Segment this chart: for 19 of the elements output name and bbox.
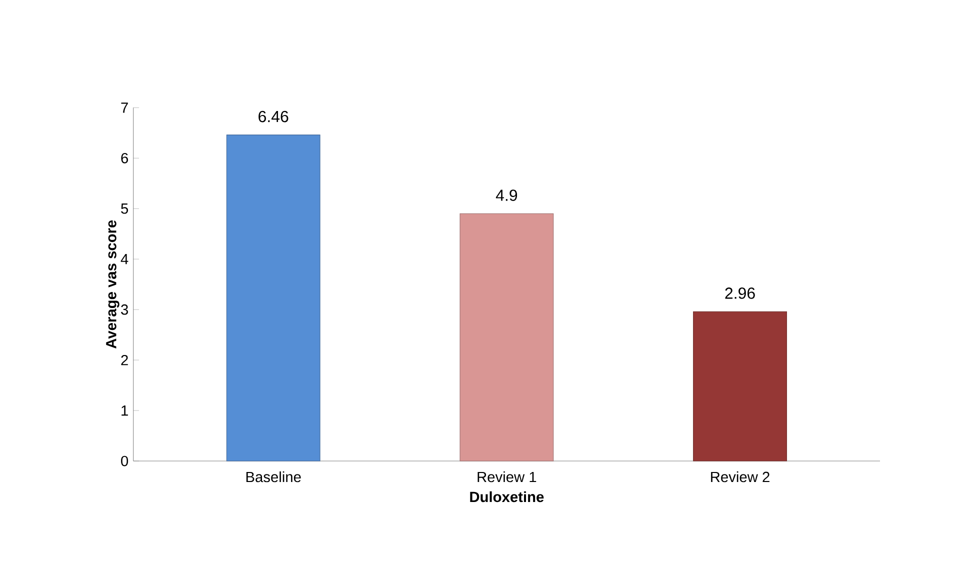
y-tick-label: 6 — [121, 152, 128, 164]
x-tick-label: Baseline — [246, 471, 301, 482]
bar — [226, 134, 320, 462]
data-label: 4.9 — [496, 190, 518, 201]
data-label: 2.96 — [725, 288, 755, 299]
y-tick-label: 2 — [121, 354, 128, 366]
data-label: 6.46 — [258, 110, 288, 122]
y-tick-label: 0 — [121, 456, 128, 466]
y-tick-label: 5 — [121, 204, 128, 214]
x-axis-title: Duloxetine — [470, 491, 544, 502]
x-tick-label: Review 1 — [478, 471, 536, 482]
y-axis-title: Average vas score — [106, 220, 120, 349]
y-tick-label: 7 — [121, 102, 128, 113]
bar — [693, 311, 787, 462]
x-tick-label: Review 2 — [711, 471, 770, 482]
y-tick-label: 1 — [122, 405, 128, 416]
y-tick-label: 4 — [120, 254, 128, 264]
y-tick-label: 3 — [121, 304, 128, 315]
bar — [460, 213, 554, 462]
